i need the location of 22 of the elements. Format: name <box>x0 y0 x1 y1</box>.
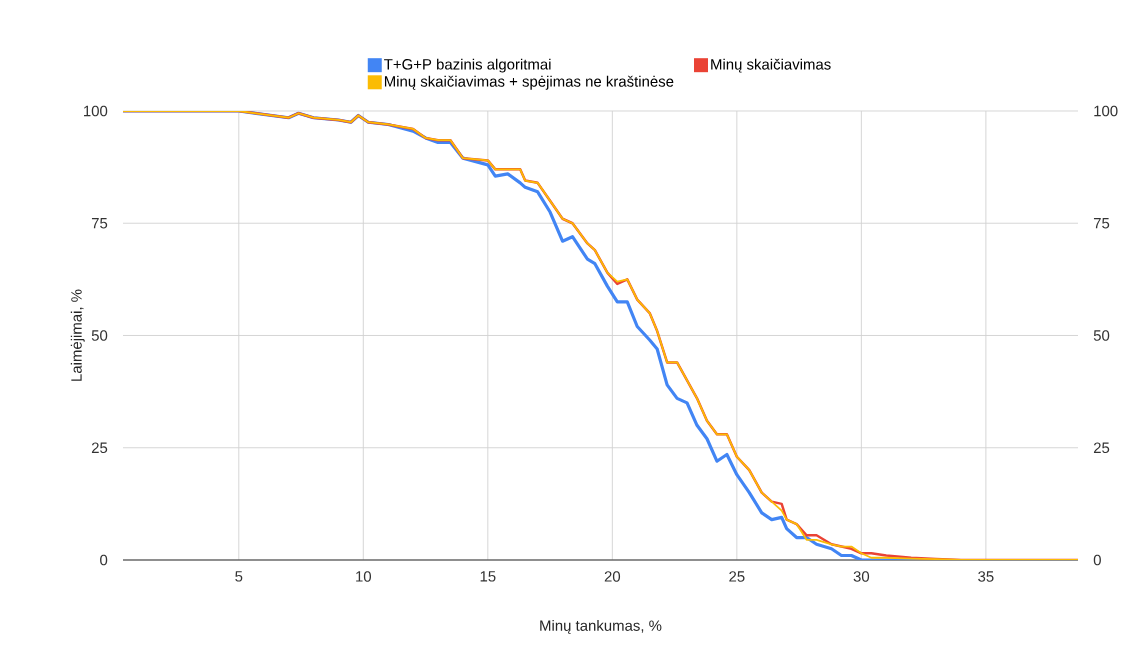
legend-label: T+G+P bazinis algoritmai <box>384 58 551 73</box>
legend-label: Minų skaičiavimas + spėjimas ne kraštinėse <box>384 75 674 90</box>
x-tick-label: 25 <box>729 571 745 582</box>
y-tick-label: 25 <box>91 442 108 454</box>
y2-tick-label: 75 <box>1093 218 1110 229</box>
y2-tick-label: 25 <box>1093 442 1110 454</box>
y2-tick-label: 50 <box>1093 330 1110 341</box>
y-tick-label: 75 <box>91 218 108 229</box>
legend-label: Minų skaičiavimas <box>711 58 831 73</box>
y2-tick-label: 100 <box>1094 105 1118 117</box>
x-tick-label: 10 <box>356 571 372 582</box>
x-tick-label: 20 <box>604 571 621 582</box>
y2-tick-label: 0 <box>1093 554 1101 566</box>
y-axis-title: Laimėjimai, % <box>70 289 85 381</box>
x-tick-label: 5 <box>235 571 243 582</box>
x-tick-label: 30 <box>853 571 870 582</box>
y-tick-label: 50 <box>91 330 108 341</box>
x-tick-label: 15 <box>480 571 496 582</box>
y-tick-label: 100 <box>84 105 108 117</box>
x-tick-label: 35 <box>978 571 994 582</box>
x-axis-title: Minų tankumas, % <box>540 619 662 634</box>
y-tick-label: 0 <box>100 554 108 566</box>
